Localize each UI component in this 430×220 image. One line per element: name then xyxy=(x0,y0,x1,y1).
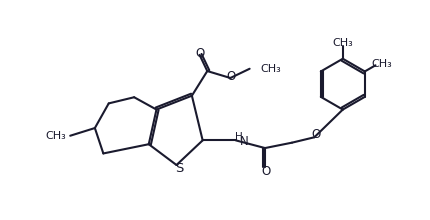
Text: CH₃: CH₃ xyxy=(261,64,281,74)
Text: H: H xyxy=(235,132,243,141)
Text: O: O xyxy=(227,70,236,83)
Text: S: S xyxy=(175,161,184,175)
Text: CH₃: CH₃ xyxy=(332,38,353,48)
Text: O: O xyxy=(261,165,270,178)
Text: CH₃: CH₃ xyxy=(371,59,392,69)
Text: O: O xyxy=(196,47,205,60)
Text: O: O xyxy=(311,128,320,141)
Text: CH₃: CH₃ xyxy=(46,131,66,141)
Text: N: N xyxy=(240,135,249,148)
